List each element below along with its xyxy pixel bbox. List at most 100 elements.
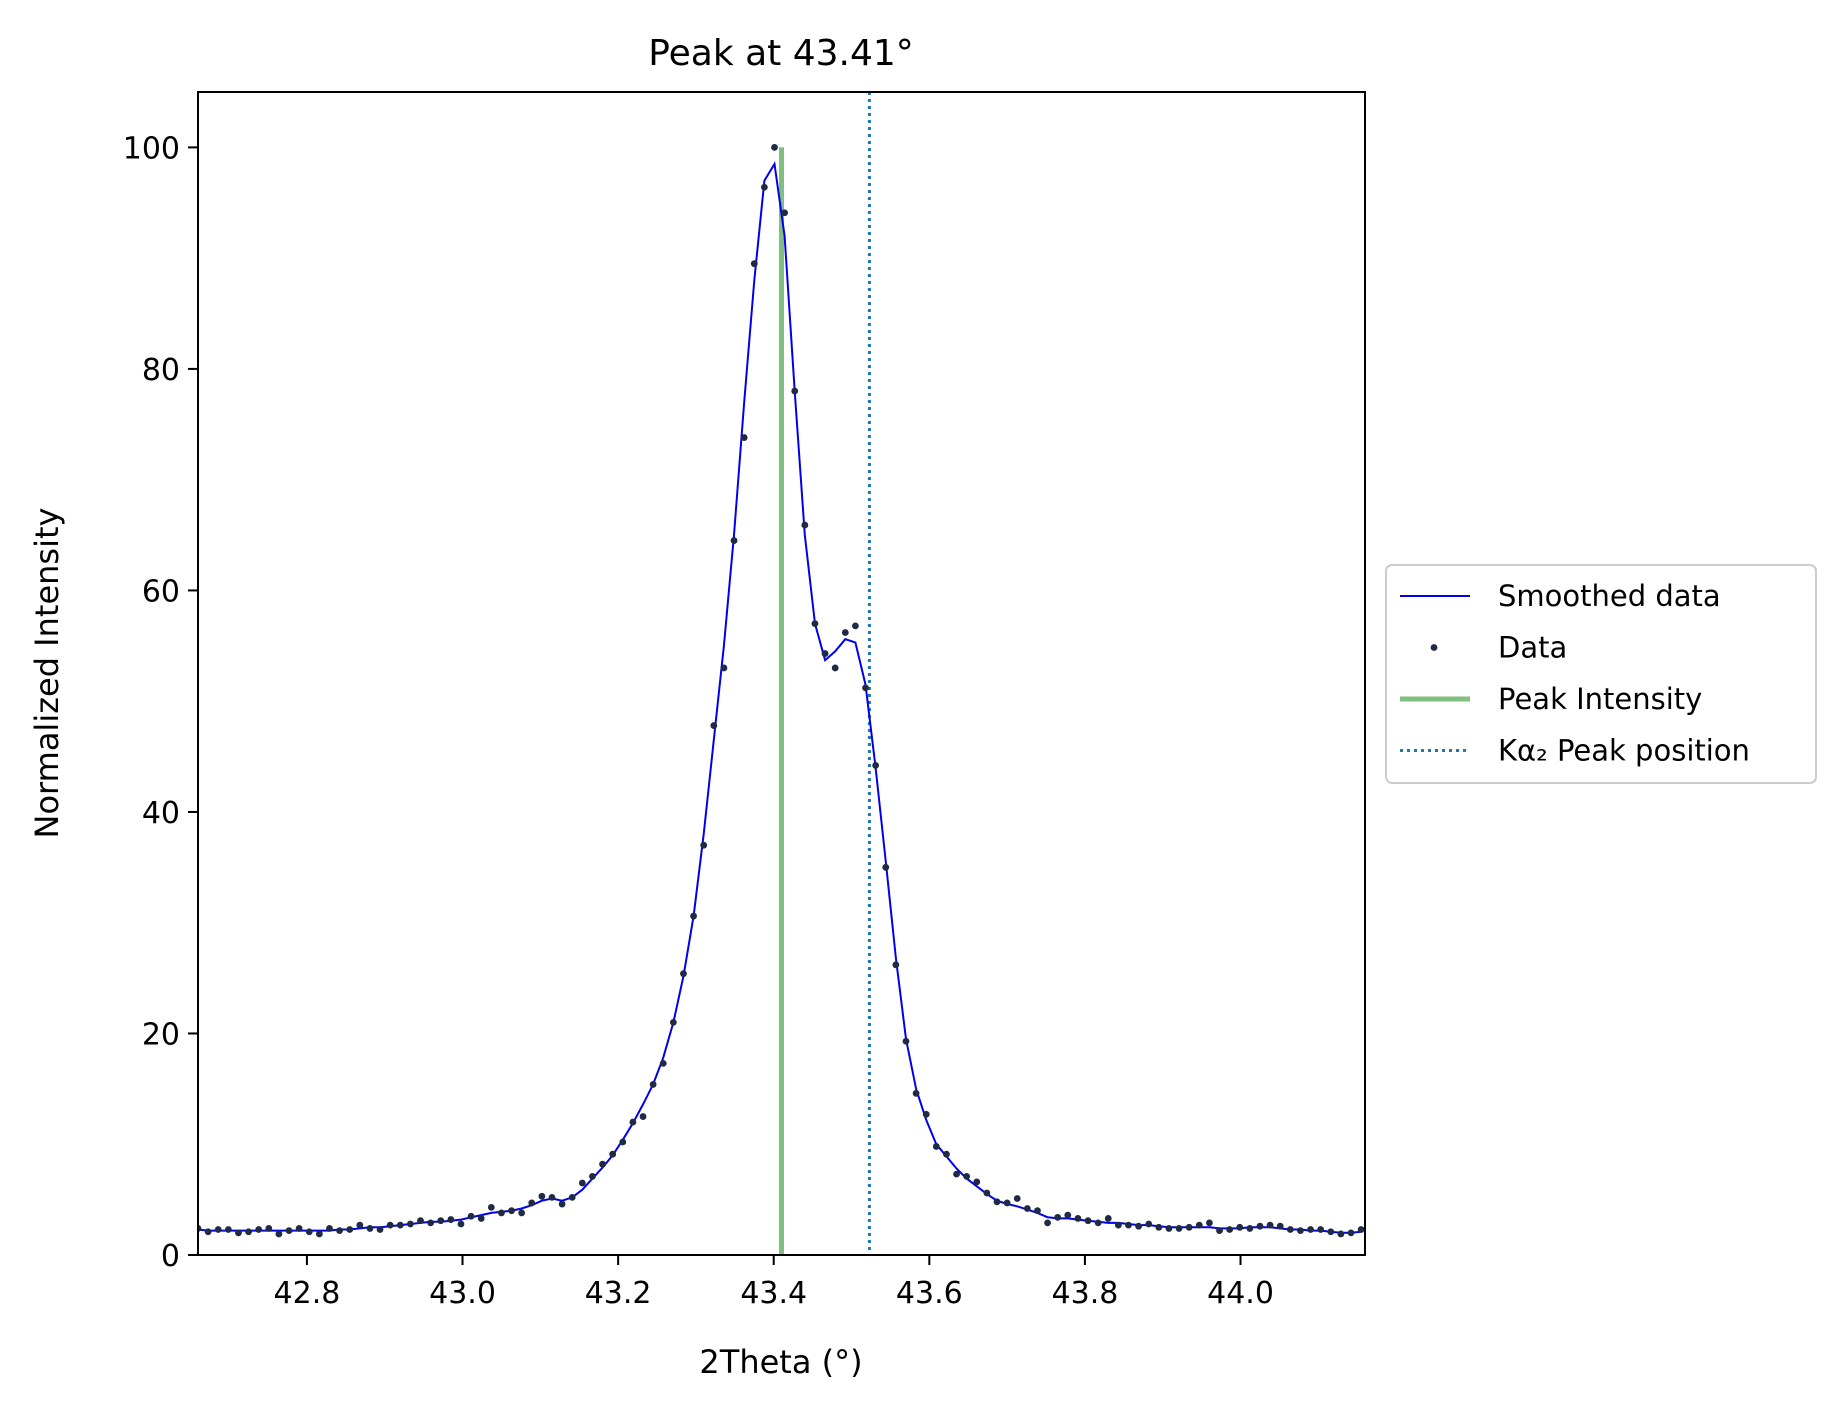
data-point	[639, 1113, 647, 1120]
x-tick-label: 42.8	[274, 1276, 341, 1311]
data-point	[548, 1194, 556, 1201]
data-point	[1246, 1225, 1254, 1232]
data-point	[902, 1037, 910, 1045]
data-point	[1084, 1217, 1092, 1225]
y-tick-label: 20	[142, 1017, 180, 1052]
data-point	[963, 1172, 971, 1180]
data-point	[467, 1212, 475, 1220]
data-point	[1286, 1226, 1294, 1233]
data-point	[922, 1110, 930, 1118]
data-point	[275, 1230, 283, 1238]
data-point	[518, 1209, 526, 1217]
data-point	[1175, 1225, 1183, 1232]
data-point	[1013, 1195, 1021, 1202]
data-point	[315, 1230, 323, 1238]
data-point	[1276, 1222, 1284, 1230]
data-point	[750, 260, 758, 268]
data-point	[396, 1221, 404, 1229]
data-point	[245, 1228, 252, 1236]
data-point	[1165, 1225, 1173, 1232]
y-axis-label: Normalized Intensity	[28, 508, 66, 839]
data-point	[1337, 1230, 1345, 1238]
data-point	[1094, 1219, 1102, 1227]
data-point	[821, 650, 829, 657]
data-point	[265, 1225, 273, 1232]
x-tick-label: 43.4	[740, 1276, 807, 1311]
data-point	[285, 1227, 293, 1235]
data-point	[437, 1217, 445, 1225]
data-point	[882, 863, 890, 871]
data-point	[1226, 1226, 1234, 1233]
data-point	[1114, 1221, 1122, 1229]
data-point	[781, 209, 789, 217]
data-point	[1195, 1221, 1203, 1229]
data-point	[589, 1172, 596, 1180]
data-point	[204, 1228, 212, 1236]
data-point	[1317, 1226, 1325, 1233]
legend-label: Kα₂ Peak position	[1498, 734, 1750, 768]
x-axis-label: 2Theta (°)	[699, 1343, 862, 1381]
data-point	[1155, 1223, 1163, 1231]
data-point	[1266, 1221, 1274, 1229]
data-point	[386, 1221, 394, 1229]
data-point	[983, 1189, 991, 1197]
data-point	[508, 1207, 515, 1215]
data-point	[1185, 1223, 1193, 1231]
legend-marker	[1430, 644, 1438, 651]
data-point	[1307, 1226, 1314, 1233]
data-point	[811, 620, 819, 628]
data-point	[700, 841, 708, 849]
data-point	[1357, 1226, 1365, 1233]
legend: Smoothed data Data Peak Intensity Kα₂ Peak …	[1385, 564, 1817, 784]
y-tick-label: 60	[142, 574, 180, 609]
legend-label: Peak Intensity	[1498, 682, 1702, 716]
data-point	[993, 1198, 1001, 1206]
data-point	[1256, 1222, 1264, 1230]
data-point	[912, 1089, 920, 1097]
x-tick-label: 43.0	[429, 1276, 496, 1311]
data-point	[760, 183, 768, 191]
data-point	[1054, 1213, 1062, 1221]
data-point	[498, 1209, 505, 1217]
data-point	[528, 1199, 536, 1207]
data-point	[730, 537, 738, 544]
data-point	[477, 1215, 485, 1222]
x-tick-label: 43.2	[585, 1276, 652, 1311]
data-point	[720, 664, 728, 672]
data-point	[801, 521, 809, 529]
data-point	[568, 1194, 576, 1201]
data-point	[831, 664, 839, 672]
data-point	[346, 1226, 354, 1233]
data-point	[629, 1118, 637, 1126]
data-point	[578, 1179, 586, 1187]
x-tick-label: 43.6	[896, 1276, 963, 1311]
data-point	[953, 1170, 960, 1178]
data-point	[619, 1138, 627, 1146]
x-tick-label: 43.8	[1052, 1276, 1119, 1311]
data-point	[791, 387, 799, 395]
data-point	[852, 622, 859, 630]
y-tick-label: 100	[123, 131, 180, 166]
data-point	[710, 722, 718, 729]
data-point	[932, 1143, 940, 1150]
data-point	[336, 1227, 343, 1235]
data-point	[427, 1219, 435, 1227]
data-point	[690, 912, 697, 920]
data-point	[235, 1229, 242, 1237]
data-point	[457, 1220, 465, 1228]
x-tick-label: 44.0	[1207, 1276, 1274, 1311]
data-point	[740, 434, 748, 441]
data-point	[1044, 1219, 1051, 1227]
data-point	[558, 1200, 566, 1208]
data-point	[1347, 1229, 1355, 1237]
y-tick-label: 80	[142, 353, 180, 388]
data-point	[1236, 1223, 1244, 1231]
y-tick-label: 40	[142, 796, 180, 831]
data-point	[872, 762, 880, 769]
axes-frame	[197, 91, 1366, 1256]
data-point	[659, 1059, 667, 1067]
data-point	[1104, 1215, 1112, 1222]
data-point	[1023, 1205, 1031, 1212]
data-point	[973, 1178, 981, 1186]
